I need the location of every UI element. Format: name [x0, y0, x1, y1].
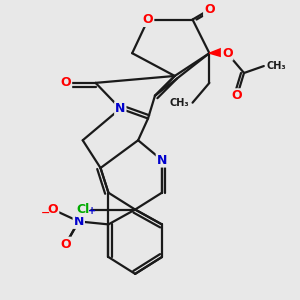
- Text: N: N: [157, 154, 167, 166]
- Text: −: −: [41, 208, 50, 218]
- Text: Cl: Cl: [76, 203, 89, 216]
- Text: O: O: [61, 76, 71, 89]
- Text: O: O: [48, 203, 58, 216]
- Text: N: N: [74, 215, 84, 228]
- Polygon shape: [209, 47, 230, 59]
- Text: O: O: [143, 13, 153, 26]
- Text: +: +: [88, 206, 96, 215]
- Text: O: O: [61, 238, 71, 251]
- Text: O: O: [204, 3, 215, 16]
- Text: O: O: [232, 89, 242, 102]
- Text: O: O: [222, 47, 232, 60]
- Text: CH₃: CH₃: [267, 61, 286, 71]
- Text: N: N: [115, 102, 125, 115]
- Text: CH₃: CH₃: [170, 98, 190, 108]
